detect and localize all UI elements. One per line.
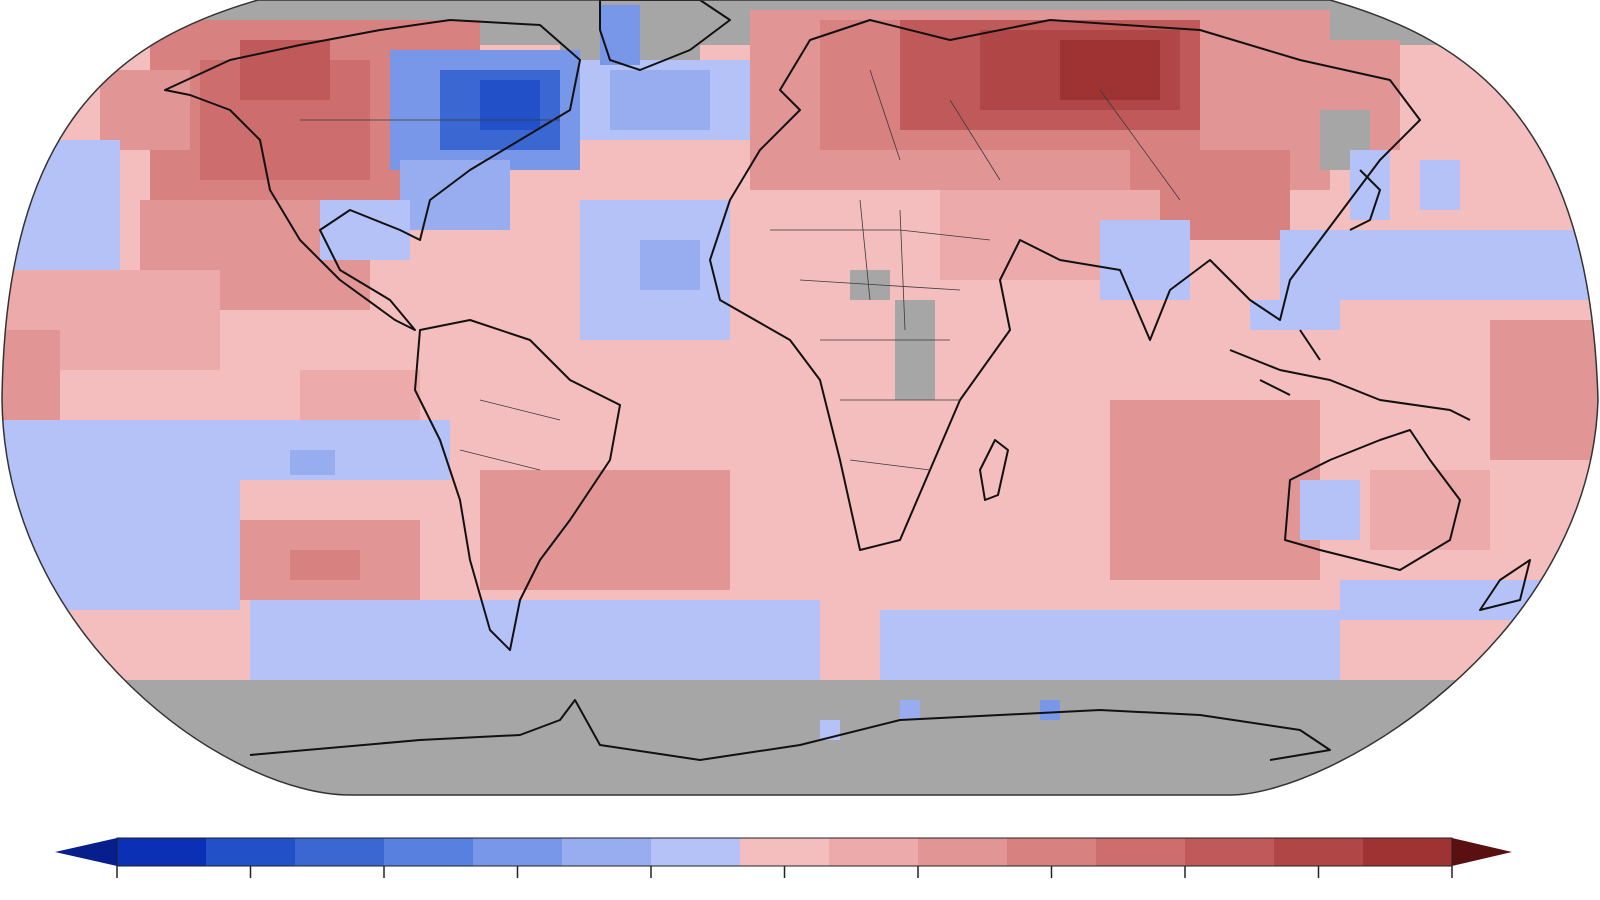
madagascar-outline [979,439,1009,501]
colorbar-high-extension [1452,838,1512,866]
country-borders [300,69,1181,471]
colorbar-segment [1363,838,1453,866]
colorbar-segment [384,838,474,866]
colorbar-segment [1007,838,1097,866]
anomaly-field [2,0,1598,795]
colorbar-segment [473,838,563,866]
colorbar-segment [1274,838,1364,866]
greenland-outline [599,0,731,71]
antarctica-outline [249,699,1331,761]
colorbar-segment [740,838,830,866]
colorbar-segment [1096,838,1186,866]
colorbar-segment [918,838,1008,866]
colorbar-segment [562,838,652,866]
colorbar-segments [117,838,1453,866]
japan-outline [1349,169,1381,231]
southeast-asia-islands-outline [1229,329,1471,421]
colorbar [55,837,1512,878]
colorbar-ticks [116,866,1453,878]
map-frame [1,0,1599,796]
colorbar-segment [651,838,741,866]
new-zealand-outline [1479,559,1531,611]
coastlines [164,0,1531,761]
colorbar-segment [829,838,919,866]
north-america-outline [164,19,581,331]
africa-eurasia-outline [709,19,1421,551]
colorbar-segment [206,838,296,866]
colorbar-low-extension [55,838,117,866]
colorbar-segment [1185,838,1275,866]
south-america-outline [414,319,621,651]
australia-outline [1284,429,1461,571]
colorbar-segment [117,838,207,866]
colorbar-segment [295,838,385,866]
